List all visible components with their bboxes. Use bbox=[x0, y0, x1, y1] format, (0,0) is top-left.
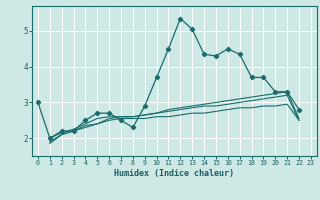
X-axis label: Humidex (Indice chaleur): Humidex (Indice chaleur) bbox=[115, 169, 234, 178]
